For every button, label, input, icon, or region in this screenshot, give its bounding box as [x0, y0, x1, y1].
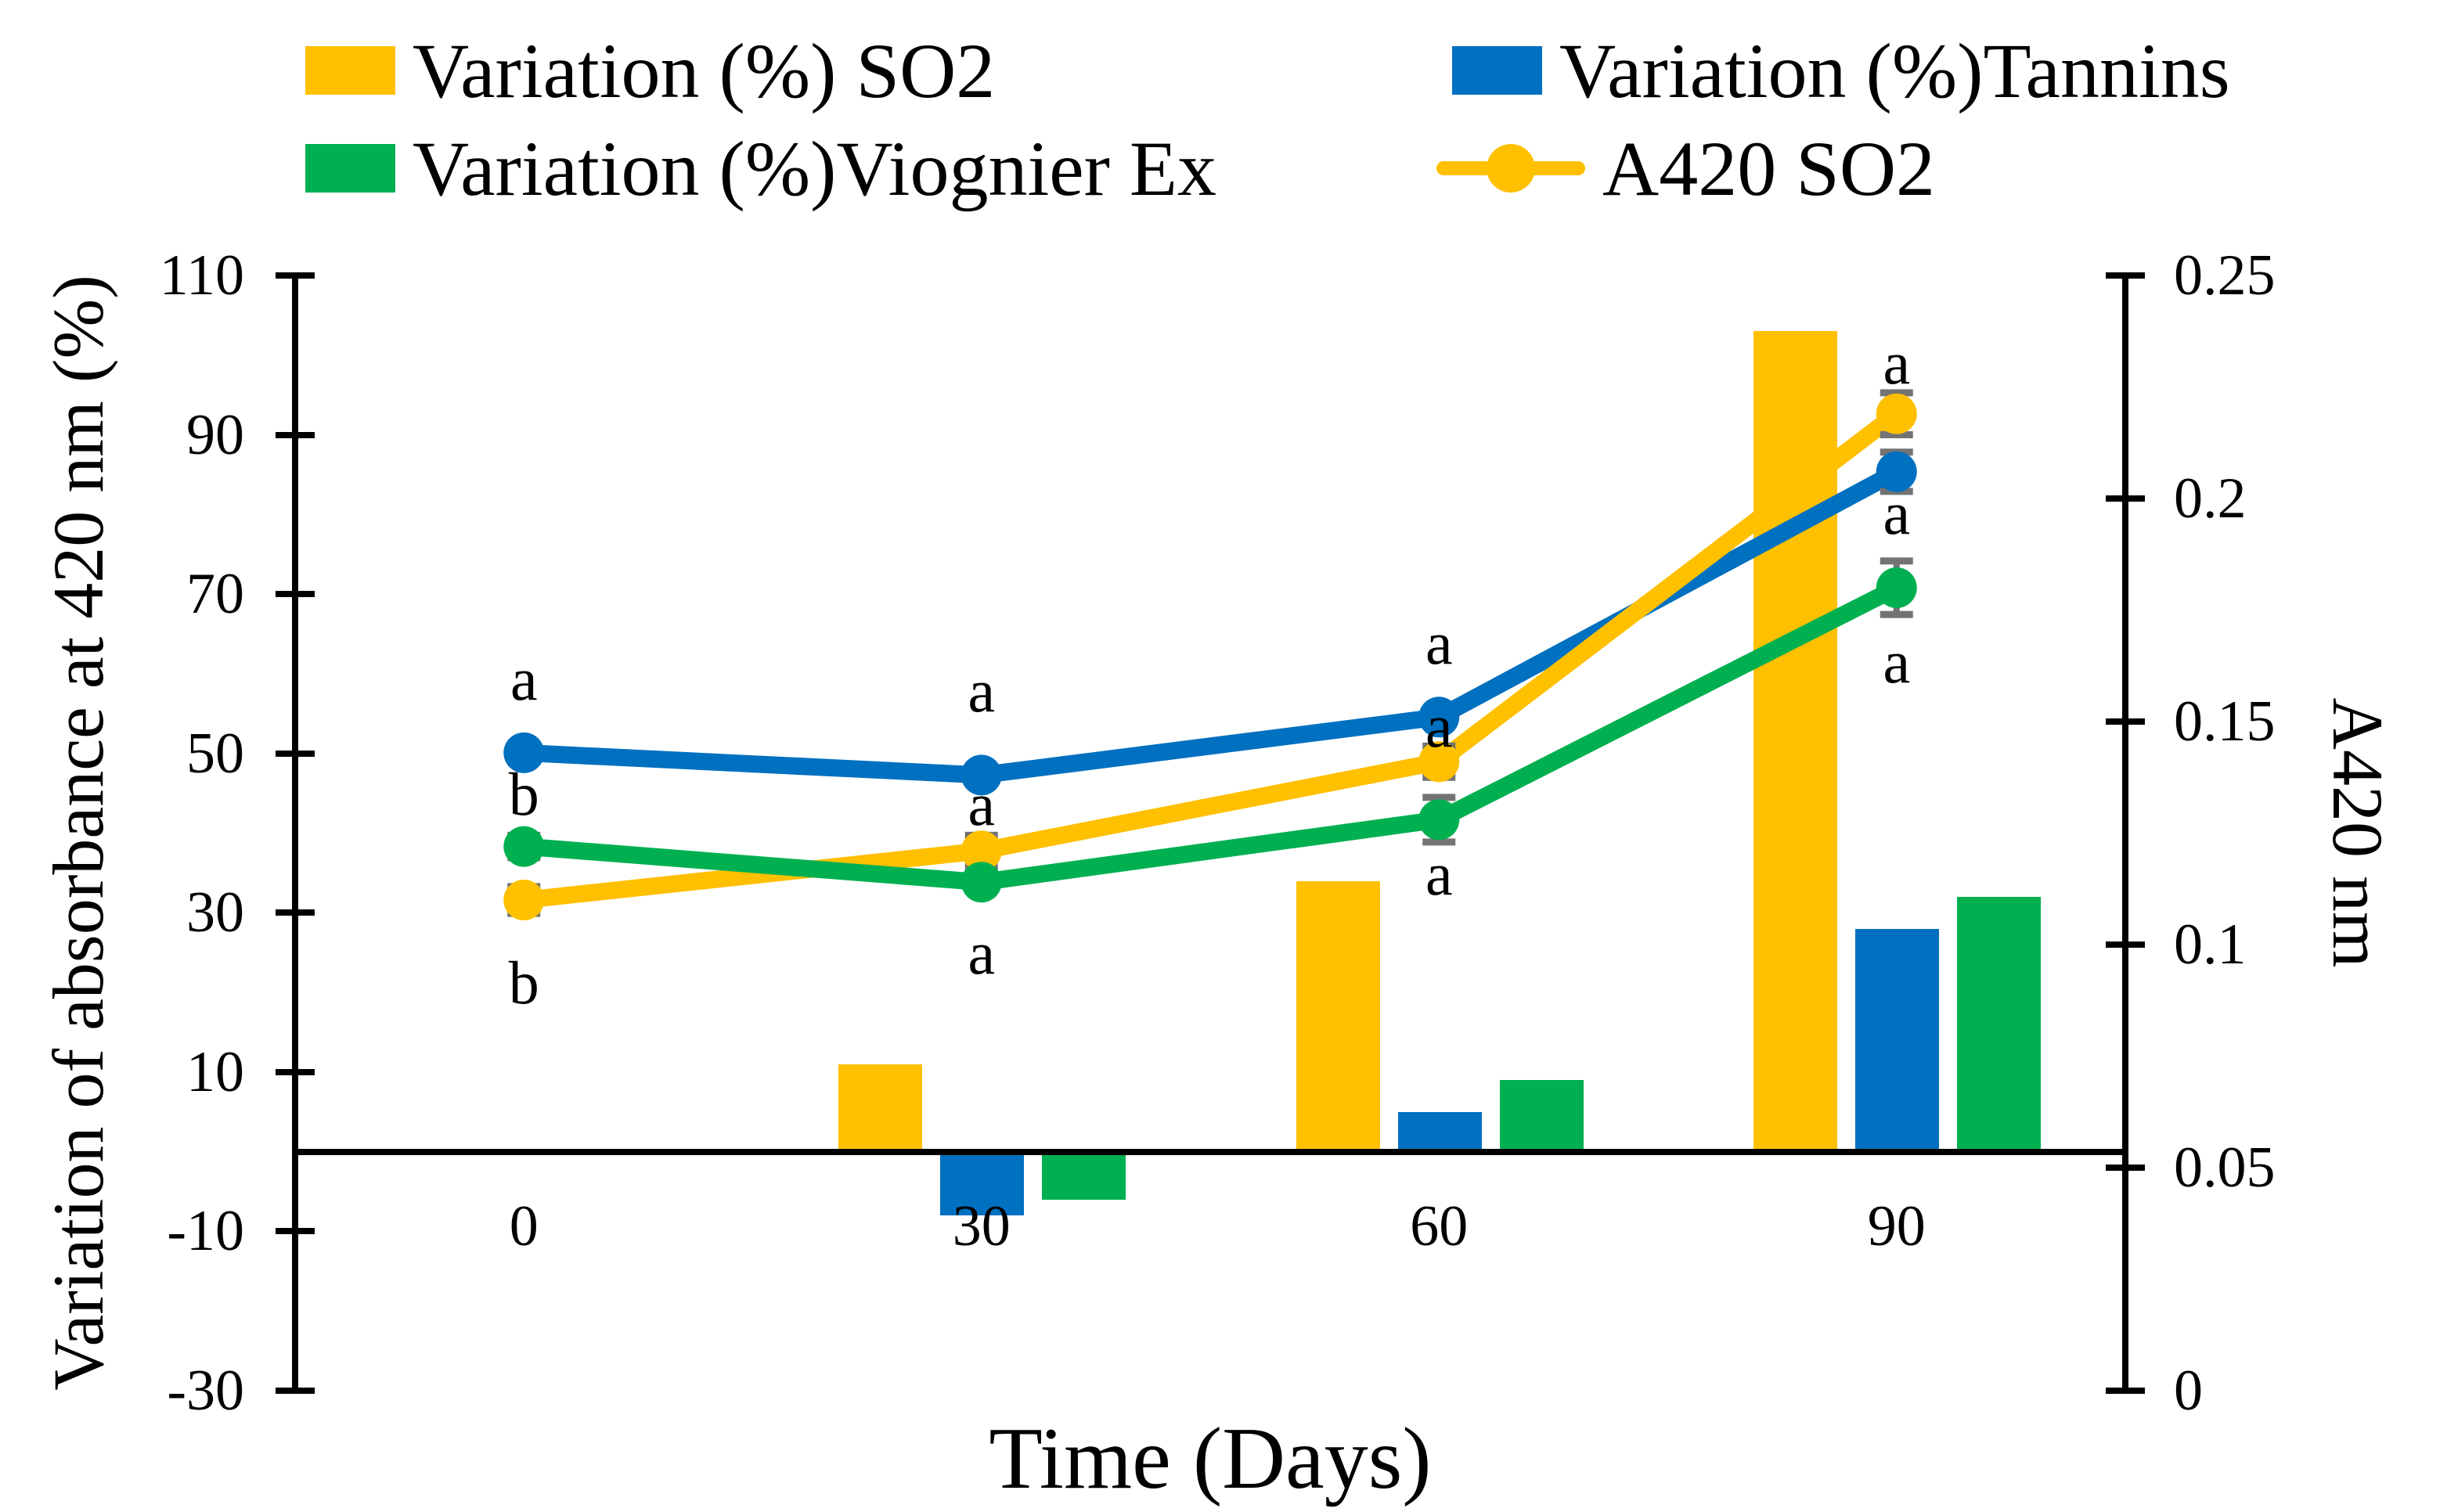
left-axis-tick: [276, 1388, 315, 1394]
bar-viognier-30: [1042, 1151, 1126, 1200]
legend-item-tannins: Variation (%)Tannins: [1452, 20, 2230, 121]
significance-letter: b: [508, 759, 539, 828]
x-category-label: 60: [1410, 1193, 1469, 1258]
significance-letter: a: [968, 770, 996, 839]
error-bar-cap: [1880, 557, 1913, 565]
left-axis-tick: [276, 431, 315, 438]
left-axis-tick-label: 110: [159, 243, 244, 308]
right-axis-tick: [2106, 1165, 2145, 1171]
left-axis-tick-label: -30: [167, 1359, 244, 1423]
right-axis-tick: [2106, 495, 2145, 502]
significance-letter: b: [508, 949, 539, 1017]
marker-line_blue-0: [503, 732, 545, 773]
legend-swatch-tannins-icon: [1452, 46, 1542, 95]
right-axis-tick: [2106, 1388, 2145, 1394]
marker-line_green-30: [961, 862, 1002, 903]
legend-item-viognier: Variation (%)Viognier Ex: [305, 117, 1216, 219]
legend-item-so2: Variation (%) SO2: [305, 20, 995, 121]
x-category-label: 0: [509, 1193, 539, 1258]
right-axis-tick-label: 0.25: [2174, 243, 2276, 308]
marker-line_green-60: [1418, 799, 1460, 841]
x-axis-title: Time (Days): [989, 1410, 1432, 1507]
right-axis-tick-label: 0.05: [2174, 1136, 2276, 1200]
zero-baseline: [295, 1148, 2125, 1155]
error-bar-cap: [1880, 430, 1913, 438]
significance-letter: a: [1883, 628, 1911, 696]
marker-a420_so2-0: [503, 880, 545, 920]
error-bar-cap: [1422, 838, 1456, 846]
significance-letter: a: [1425, 609, 1453, 678]
left-axis-tick-label: 90: [186, 402, 244, 467]
significance-letter: a: [1883, 478, 1911, 547]
left-axis-tick: [276, 1068, 315, 1075]
legend-swatch-so2-icon: [305, 46, 395, 95]
left-axis-tick-label: 50: [186, 721, 244, 786]
left-axis-line: [292, 275, 298, 1391]
marker-a420_so2-90: [1876, 393, 1917, 434]
left-axis-tick: [276, 272, 315, 279]
marker-line_blue-60: [1418, 697, 1460, 738]
marker-a420_so2-60: [1418, 741, 1460, 783]
left-axis-tick-label: 30: [186, 880, 244, 945]
bar-so2-30: [838, 1064, 923, 1152]
bar-viognier-60: [1499, 1080, 1584, 1152]
significance-letter: a: [510, 644, 538, 713]
error-bar-cap: [1422, 794, 1456, 801]
legend-swatch-a420-so2-icon: [1436, 144, 1585, 193]
legend-label-so2: Variation (%) SO2: [413, 27, 996, 114]
marker-line_blue-90: [1876, 451, 1917, 492]
right-axis-tick-label: 0: [2174, 1359, 2203, 1423]
bar-tannins-90: [1855, 928, 1940, 1152]
marker-line_green-0: [503, 826, 545, 867]
right-axis-tick-label: 0.15: [2174, 689, 2276, 754]
marker-a420_so2-30: [961, 830, 1002, 872]
bar-so2-60: [1296, 880, 1380, 1152]
x-category-label: 30: [952, 1193, 1011, 1258]
right-axis-tick: [2106, 718, 2145, 725]
line-line_green: [523, 580, 1901, 891]
significance-letter: a: [968, 657, 996, 725]
right-axis-tick: [2106, 941, 2145, 948]
error-bar-cap: [1880, 610, 1913, 618]
line-a420_so2: [523, 406, 1902, 909]
left-axis-tick: [276, 1228, 315, 1235]
significance-letter: a: [968, 919, 996, 988]
legend-swatch-viognier-icon: [305, 144, 395, 193]
legend-item-a420-so2: A420 SO2: [1436, 117, 1935, 219]
bar-tannins-30: [940, 1151, 1025, 1216]
x-category-label: 90: [1867, 1193, 1926, 1258]
left-axis-tick: [276, 750, 315, 757]
left-axis-tick: [276, 591, 315, 598]
left-axis-tick: [276, 909, 315, 916]
marker-line_blue-30: [961, 754, 1002, 796]
left-axis-tick-label: 70: [186, 562, 244, 627]
right-axis-tick-label: 0.1: [2174, 913, 2247, 977]
significance-letter: a: [1883, 328, 1911, 397]
right-axis-tick: [2106, 272, 2145, 279]
significance-letter: a: [1425, 692, 1453, 761]
right-axis-line: [2122, 275, 2128, 1391]
line-line_blue: [523, 464, 1901, 784]
marker-line_green-90: [1876, 567, 1917, 608]
legend-label-a420-so2: A420 SO2: [1602, 124, 1936, 212]
right-axis-tick-label: 0.2: [2174, 466, 2247, 531]
error-bar-cap: [1880, 389, 1913, 397]
significance-letter: a: [1425, 840, 1453, 909]
left-axis-tick-label: -10: [167, 1199, 244, 1264]
legend-label-tannins: Variation (%)Tannins: [1559, 27, 2230, 114]
left-axis-tick-label: 10: [186, 1039, 244, 1104]
bar-tannins-60: [1397, 1111, 1482, 1152]
bar-viognier-90: [1957, 896, 2042, 1152]
legend-marker-icon: [1487, 144, 1535, 193]
legend-label-viognier: Variation (%)Viognier Ex: [413, 124, 1217, 212]
